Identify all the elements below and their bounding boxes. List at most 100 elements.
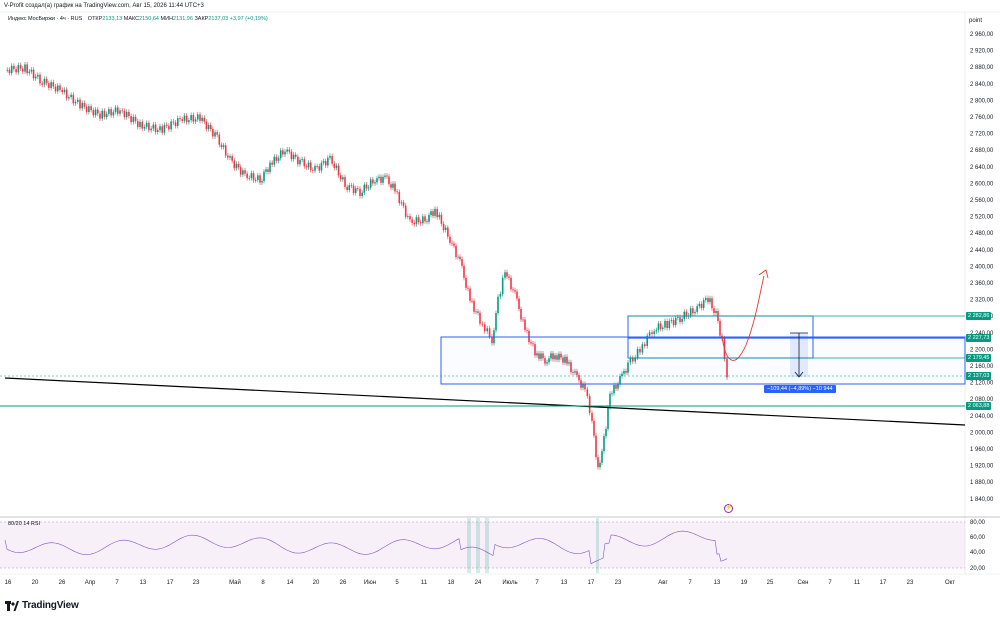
candle-body <box>123 110 126 118</box>
candle-body <box>301 159 303 160</box>
candle-body <box>70 94 72 97</box>
candle-body <box>588 396 591 413</box>
candle-body <box>214 132 216 137</box>
candle-body <box>246 173 248 179</box>
time-axis-label: 26 <box>340 580 347 586</box>
candle-body <box>428 214 430 222</box>
time-axis-label: 13 <box>140 580 147 586</box>
candle-body <box>357 188 359 190</box>
time-axis-label: 8 <box>261 580 265 586</box>
price-axis[interactable]: 2 960,00 2 920,00 2 880,00 2 840,00 2 800,00… <box>970 32 994 503</box>
candle-body <box>365 184 368 189</box>
alert-icon[interactable]: ⚡ <box>724 504 733 513</box>
candle-body <box>444 227 447 231</box>
candle-body <box>455 245 457 258</box>
candle-body <box>179 118 181 120</box>
candle-body <box>346 186 348 190</box>
candle-body <box>74 101 77 104</box>
symbol-name[interactable]: Индекс МосБиржи · 4ч · RUS <box>8 16 83 22</box>
price-unit: point <box>969 18 983 24</box>
candle-body <box>627 362 629 373</box>
candle-body <box>566 356 568 364</box>
close-label: ЗАКР <box>194 16 209 22</box>
candlestick-series <box>6 61 728 470</box>
candle-body <box>440 214 443 224</box>
candle-body <box>327 157 329 166</box>
candle-body <box>415 217 418 225</box>
rsi-band <box>0 522 965 568</box>
time-axis-label: 23 <box>907 580 914 586</box>
candle-body <box>150 128 152 131</box>
candle-body <box>299 159 301 165</box>
candle-body <box>668 320 671 328</box>
time-axis-label: 17 <box>167 580 174 586</box>
candle-body <box>713 308 715 313</box>
candle-body <box>484 324 486 332</box>
time-axis-label: Июль <box>502 580 517 586</box>
candle-body <box>644 344 646 346</box>
candle-body <box>506 272 508 277</box>
price-axis-label: 2 400,00 <box>970 264 994 270</box>
rsi-pane[interactable]: 80,00 60,00 40,00 20,00 <box>0 518 986 573</box>
candle-body <box>390 184 392 188</box>
forecast-arrow-path[interactable] <box>721 275 765 361</box>
candle-body <box>273 156 276 165</box>
candle-body <box>657 323 660 331</box>
candle-body <box>88 106 90 112</box>
candle-body <box>185 115 188 123</box>
candle-body <box>314 166 316 171</box>
candle-body <box>683 311 686 319</box>
time-axis-label: 13 <box>561 580 568 586</box>
candle-body <box>227 155 229 158</box>
candle-body <box>681 318 683 322</box>
candle-body <box>159 126 161 131</box>
candle-body <box>459 256 461 260</box>
candle-body <box>662 327 664 329</box>
time-axis[interactable]: 16 20 26 Апр 7 13 17 23 Май 8 14 20 26 Июн 5 11 18 24 Июль… <box>5 579 956 586</box>
candle-body <box>522 319 524 321</box>
candle-body <box>54 86 57 92</box>
time-axis-label: Сен <box>798 580 809 586</box>
candle-body <box>294 154 297 157</box>
time-axis-label: 7 <box>688 580 692 586</box>
candle-body <box>237 163 240 168</box>
candle-body <box>524 319 526 331</box>
candle-body <box>165 124 168 126</box>
price-badge: 2 137,03 <box>966 372 992 380</box>
candle-body <box>501 277 504 295</box>
candle-body <box>305 166 308 168</box>
change-value: +3,97 (+0,19%) <box>229 16 268 22</box>
candle-body <box>99 113 101 119</box>
candle-body <box>13 65 15 70</box>
candle-body <box>34 76 37 79</box>
drawing-layer[interactable] <box>0 269 966 426</box>
candle-body <box>163 124 166 133</box>
candle-body <box>212 129 214 137</box>
candle-body <box>670 320 673 321</box>
price-axis-label: 2 920,00 <box>970 49 994 55</box>
long-trendline[interactable] <box>4 377 966 426</box>
candle-body <box>229 156 231 158</box>
range-rectangle-left[interactable] <box>440 336 966 385</box>
candle-body <box>411 219 413 223</box>
candle-body <box>475 311 477 313</box>
candle-body <box>303 159 306 167</box>
candle-body <box>611 393 613 395</box>
candle-body <box>625 371 627 373</box>
candle-body <box>152 124 155 129</box>
candle-body <box>244 170 246 174</box>
symbol-legend[interactable]: Индекс МосБиржи · 4ч · RUS ОТКР2133,13 М… <box>8 16 268 22</box>
candle-body <box>396 191 398 193</box>
candle-body <box>586 389 589 397</box>
tradingview-logo[interactable]: TradingView <box>5 600 79 611</box>
candle-body <box>15 69 17 73</box>
candle-body <box>56 85 59 92</box>
candle-body <box>92 110 95 116</box>
candle-body <box>413 222 416 225</box>
candle-body <box>432 211 434 216</box>
price-axis-label: 2 080,00 <box>970 397 994 403</box>
measure-arrow-head <box>794 371 804 378</box>
candle-body <box>651 332 653 334</box>
candle-body <box>578 374 580 381</box>
